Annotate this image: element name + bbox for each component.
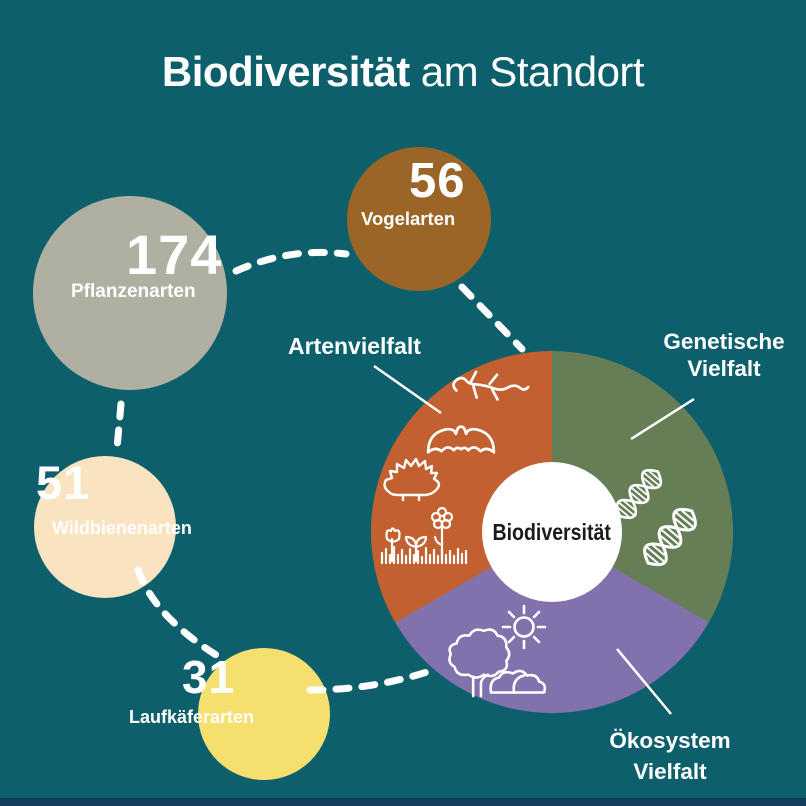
sun-icon: [500, 603, 548, 651]
stat-value-vogelarten: 56: [409, 154, 466, 208]
dashed-connector-laufkaefer-donut: [306, 667, 434, 694]
segment-label-genetische-vielfalt: Genetische Vielfalt: [648, 328, 800, 382]
tree-icon: [444, 624, 514, 698]
bubble-vogelarten: [347, 147, 491, 291]
meadow-flowers-icon: [378, 503, 470, 565]
stat-label-laufkaeferarten: Laufkäferarten: [129, 707, 255, 727]
dashed-connector-vogel-donut: [458, 283, 526, 353]
hedgehog-icon: [379, 449, 445, 503]
stat-value-pflanzenarten: 174: [126, 223, 223, 286]
bubble-pflanzenarten: [33, 196, 227, 390]
title-rest: am Standort: [420, 48, 645, 95]
segment-label-genetische-line1: Genetische: [663, 329, 785, 354]
stat-label-vogelarten: Vogelarten: [361, 208, 456, 229]
page-title: Biodiversität am Standort: [0, 48, 806, 96]
dashed-connector-pflanzen-wildbienen: [113, 400, 125, 452]
dna-icon: [604, 457, 674, 530]
segment-label-oekosystem-line1: Ökosystem: [609, 728, 731, 753]
title-emphasis: Biodiversität: [161, 48, 410, 95]
segment-label-genetische-line2: Vielfalt: [687, 356, 761, 381]
segment-label-oekosystem-line2: Vielfalt: [633, 759, 707, 784]
dashed-connector-wildbienen-laufkaefer: [134, 566, 225, 662]
donut-center-label: Biodiversität: [492, 518, 612, 545]
segment-label-artenvielfalt: Artenvielfalt: [288, 333, 421, 359]
bat-icon: [424, 420, 498, 462]
donut-center: Biodiversität: [482, 462, 622, 602]
stat-value-wildbienenarten: 51: [36, 456, 91, 509]
dna-icon: [629, 495, 711, 580]
segment-label-oekosystem-vielfalt: Ökosystem Vielfalt: [596, 725, 744, 787]
dashed-connector-pflanzen-vogel: [232, 248, 350, 275]
stat-label-pflanzenarten: Pflanzenarten: [71, 281, 196, 302]
footer-strip: [0, 798, 806, 806]
stat-label-wildbienenarten: Wildbienenarten: [52, 518, 192, 538]
lizard-icon: [446, 359, 533, 415]
bushes-icon: [487, 663, 549, 696]
stat-value-laufkaeferarten: 31: [182, 651, 236, 703]
